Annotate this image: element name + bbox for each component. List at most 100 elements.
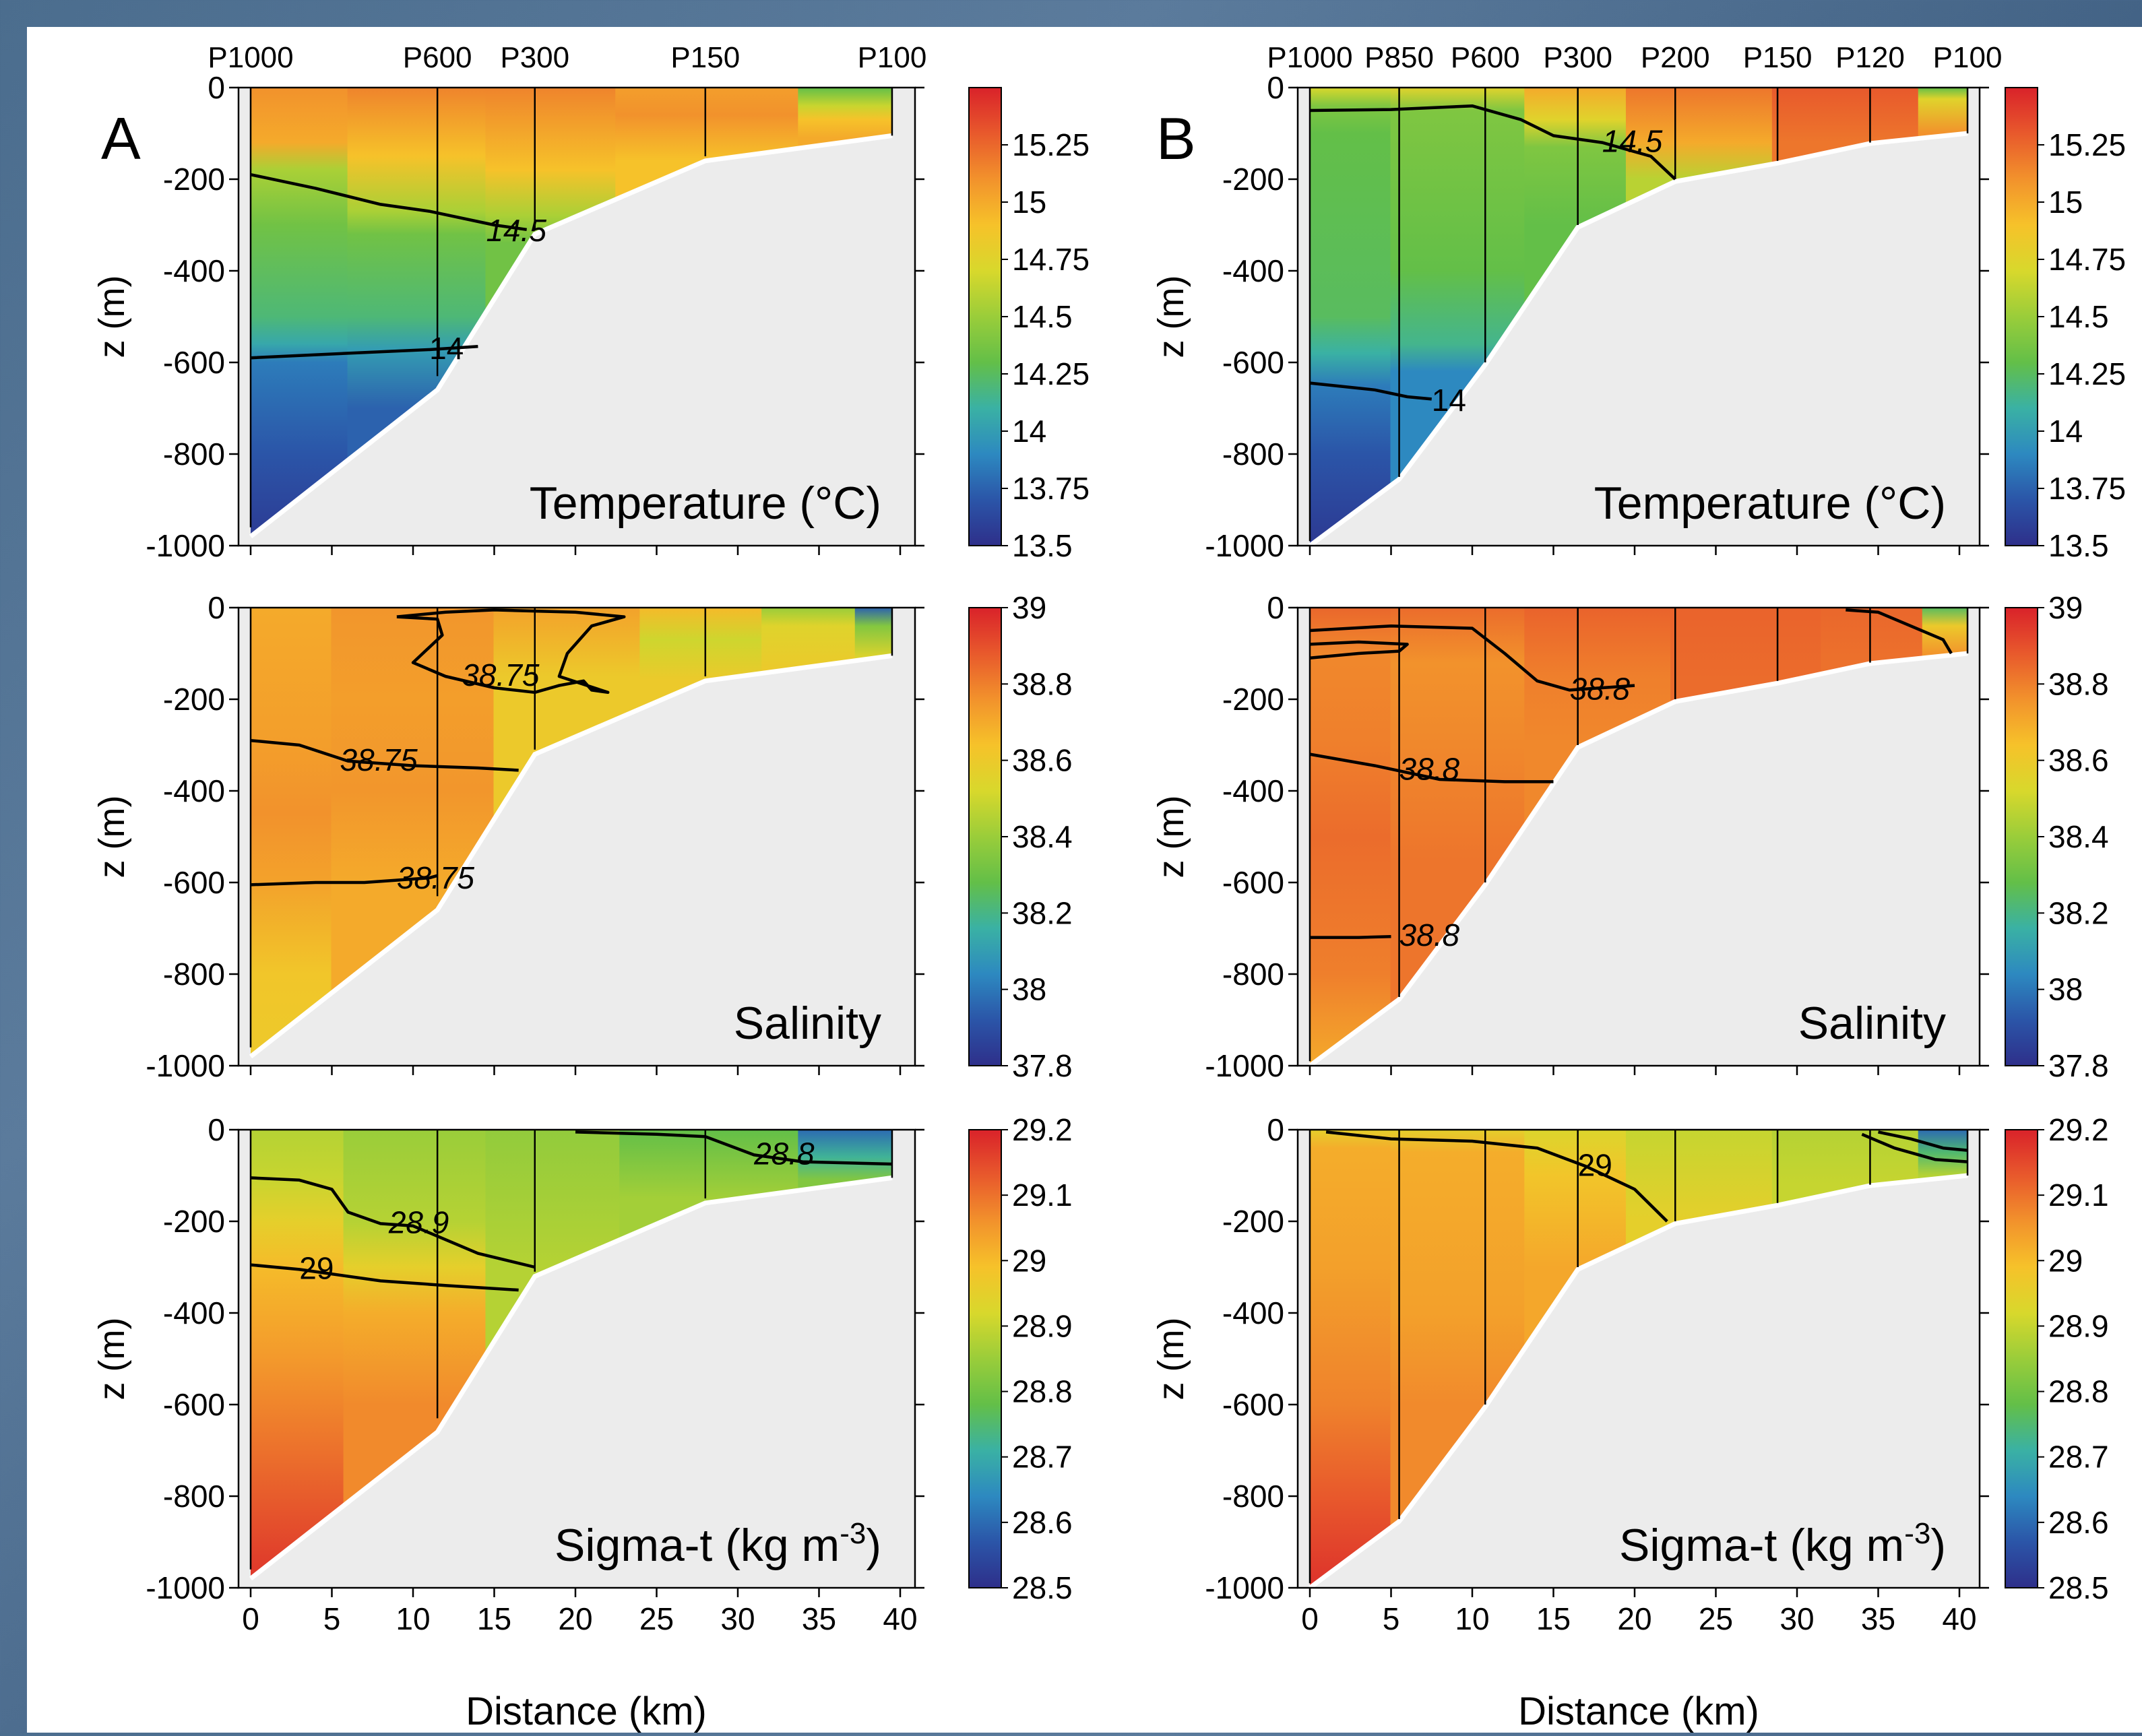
colorbar-tick-label: 38.2: [1012, 895, 1073, 930]
colorbar: [2005, 1129, 2038, 1588]
unit-superscript: -3: [1904, 1517, 1930, 1550]
contour-line: [1325, 1130, 1668, 1223]
colorbar-tick-label: 15: [1012, 185, 1046, 220]
heatmap-strip: [251, 88, 349, 537]
axes-frame: [1296, 1128, 1981, 1589]
colorbar-tick-label: 38.4: [1012, 819, 1073, 854]
seabed-edge: [249, 653, 893, 1059]
colorbar-tick-label: 29: [1012, 1243, 1046, 1278]
colorbar: [2005, 87, 2038, 546]
section-panel-b-sigma-t: 29 0 -200 -400 -600 -800 -1000 0 5 10 15 20 25 30 35 40…: [1151, 1112, 2109, 1636]
y-tick-label: -800: [1222, 437, 1284, 472]
y-tick-label: -600: [1222, 1387, 1284, 1422]
colorbar-tick-label: 29.2: [1012, 1112, 1073, 1147]
y-axis-label: z (m): [92, 1318, 132, 1401]
colorbar-tick-label: 28.8: [2048, 1374, 2109, 1409]
contour-line: [396, 608, 626, 695]
x-axis-label-a: Distance (km): [466, 1690, 707, 1733]
colorbar-tick-label: 13.5: [1012, 528, 1073, 563]
x-tick-label: 5: [1383, 1601, 1400, 1636]
contour-line: [250, 1176, 536, 1269]
heatmap-strip: [251, 608, 333, 1057]
x-tick-label: 40: [883, 1601, 917, 1636]
station-name: P600: [1451, 41, 1520, 74]
colorbar-tick-label: 15.25: [2048, 127, 2126, 162]
y-tick-label: -200: [163, 682, 225, 717]
x-tick-label: 0: [242, 1601, 259, 1636]
station-name: P1000: [1267, 41, 1352, 74]
y-tick-label: -1000: [1205, 528, 1284, 563]
y-tick-label: -200: [1222, 1204, 1284, 1239]
y-tick-label: -1000: [146, 1048, 225, 1083]
section-panel-a-temperature: 14.5 14 0 -200 -400 -600 -800 -1000 z (m) P1000 P6…: [92, 41, 1090, 563]
seabed-edge: [1308, 651, 1968, 1068]
colorbar-tick-label: 38.6: [1012, 743, 1073, 778]
panel-variable-label: Salinity: [734, 998, 881, 1049]
axes-frame: [237, 606, 916, 1067]
contour-label: 38.75: [340, 742, 418, 777]
colorbar-tick-label: 13.5: [2048, 528, 2109, 563]
colorbar-tick-label: 39: [2048, 590, 2083, 625]
contour-line: [250, 172, 528, 232]
x-tick-label: 10: [396, 1601, 430, 1636]
y-tick-label: -600: [163, 865, 225, 900]
panel-variable-label: Salinity: [1798, 998, 1946, 1049]
colorbar-tick-label: 39: [1012, 590, 1046, 625]
unit-tail: ): [866, 1520, 881, 1571]
y-axis-label: z (m): [1151, 276, 1191, 358]
section-panel-a-salinity: 38.75 38.75 38.75 0 -200 -400 -600 -800 -1000 z (…: [92, 590, 1073, 1083]
axes-frame: [1296, 606, 1981, 1067]
colorbar-tick-label: 37.8: [2048, 1048, 2109, 1083]
x-tick-label: 35: [1861, 1601, 1895, 1636]
contour-line: [1309, 381, 1432, 401]
x-tick-label: 0: [1301, 1601, 1319, 1636]
colorbar: [968, 607, 1002, 1066]
y-tick-label: -400: [1222, 1295, 1284, 1330]
y-tick-label: 0: [1267, 590, 1284, 625]
y-tick-label: -1000: [146, 528, 225, 563]
seabed-edge: [249, 1175, 893, 1581]
contour-line: [1846, 608, 1953, 655]
x-tick-label: 15: [1536, 1601, 1571, 1636]
station-name: P600: [403, 41, 472, 74]
x-tick-label: 15: [477, 1601, 511, 1636]
colorbar-tick-label: 14.25: [1012, 356, 1090, 391]
y-tick-label: 0: [1267, 1112, 1284, 1147]
station-name: P150: [1743, 41, 1813, 74]
contour-line: [575, 1130, 893, 1166]
colorbar-tick-label: 38.8: [2048, 666, 2109, 701]
y-tick-label: 0: [208, 70, 225, 105]
station-name: P100: [1933, 41, 2003, 74]
contour-label: 29: [299, 1250, 334, 1285]
heatmap-strip: [1310, 88, 1392, 546]
axes-frame: [237, 86, 916, 547]
contour-line: [1309, 624, 1635, 692]
x-axis-label-b: Distance (km): [1518, 1690, 1759, 1733]
colorbar: [2005, 607, 2038, 1066]
seabed-edge: [249, 133, 893, 539]
colorbar-tick-label: 14.75: [2048, 242, 2126, 277]
heatmap-strip: [1310, 608, 1392, 1066]
panel-letter-a: A: [101, 105, 141, 172]
colorbar-tick-label: 38: [1012, 972, 1046, 1007]
contour-line: [250, 874, 438, 887]
contour-line: [1309, 640, 1409, 660]
station-name: P100: [858, 41, 927, 74]
contour-line: [1878, 1130, 1968, 1152]
contour-label: 28.9: [388, 1204, 449, 1240]
station-name: P850: [1364, 41, 1434, 74]
station-name: P120: [1835, 41, 1905, 74]
colorbar-tick-label: 28.7: [2048, 1440, 2109, 1475]
colorbar-tick-label: 29.2: [2048, 1112, 2109, 1147]
y-tick-label: -600: [1222, 865, 1284, 900]
colorbar-tick-label: 15: [2048, 185, 2083, 220]
seabed-edge: [1308, 131, 1968, 548]
colorbar-tick-label: 28.6: [2048, 1505, 2109, 1540]
x-tick-label: 35: [802, 1601, 836, 1636]
contour-label: 38.8: [1570, 671, 1631, 706]
contour-line: [1310, 934, 1391, 939]
colorbar-tick-label: 14.5: [2048, 299, 2109, 334]
x-tick-label: 30: [1779, 1601, 1814, 1636]
y-tick-label: -800: [163, 957, 225, 992]
